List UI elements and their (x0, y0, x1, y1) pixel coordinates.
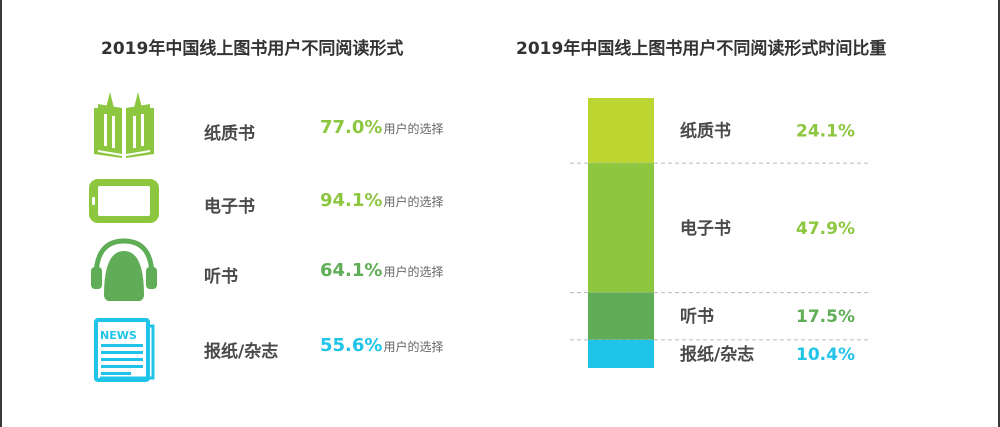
right-chart-title: 2019年中国线上图书用户不同阅读形式时间比重 (516, 39, 887, 59)
book-icon (86, 92, 162, 162)
newspaper-icon: NEWS (86, 312, 162, 382)
percentage: 55.6% (320, 335, 383, 356)
headphones-icon (86, 237, 162, 307)
frame-border-left (0, 0, 2, 427)
stacked-bar-chart: 纸质书 24.1% 电子书 47.9% 听书 17.5% 报纸/杂志 10.4% (570, 98, 870, 368)
data-label: 24.1% (796, 122, 855, 142)
percentage-suffix: 用户的选择 (383, 195, 444, 209)
tablet-icon (86, 165, 162, 235)
percentage: 64.1% (320, 260, 383, 281)
reading-form-row-audio: 听书 64.1%用户的选择 (0, 237, 480, 307)
svg-text:NEWS: NEWS (100, 329, 137, 342)
bar-segment (588, 163, 654, 293)
reading-form-label: 电子书 (204, 197, 255, 217)
percentage-suffix: 用户的选择 (383, 340, 444, 354)
category-label: 纸质书 (680, 121, 731, 142)
percentage: 94.1% (320, 190, 383, 211)
reading-form-row-ebook: 电子书 94.1%用户的选择 (0, 165, 480, 235)
bar-segment (588, 339, 654, 368)
user-share-value: 77.0%用户的选择 (320, 117, 443, 138)
percentage: 77.0% (320, 117, 383, 138)
category-label: 听书 (680, 306, 714, 327)
percentage-suffix: 用户的选择 (383, 265, 444, 279)
data-label: 47.9% (796, 219, 855, 239)
bar-segment (588, 98, 654, 164)
data-label: 10.4% (796, 345, 855, 365)
user-share-value: 55.6%用户的选择 (320, 335, 443, 356)
percentage-suffix: 用户的选择 (383, 122, 444, 136)
user-share-value: 64.1%用户的选择 (320, 260, 443, 281)
frame-border-right (998, 0, 1000, 427)
category-label: 报纸/杂志 (680, 344, 754, 365)
category-label: 电子书 (680, 218, 731, 239)
reading-form-label: 报纸/杂志 (204, 342, 279, 362)
left-chart-title: 2019年中国线上图书用户不同阅读形式 (101, 39, 404, 59)
reading-form-label: 听书 (204, 267, 238, 287)
reading-form-row-newspaper: NEWS 报纸/杂志 55.6%用户的选择 (0, 312, 480, 382)
reading-form-label: 纸质书 (204, 124, 255, 144)
user-share-value: 94.1%用户的选择 (320, 190, 443, 211)
data-label: 17.5% (796, 307, 855, 327)
reading-form-row-paper: 纸质书 77.0%用户的选择 (0, 92, 480, 162)
bar-segment (588, 292, 654, 340)
